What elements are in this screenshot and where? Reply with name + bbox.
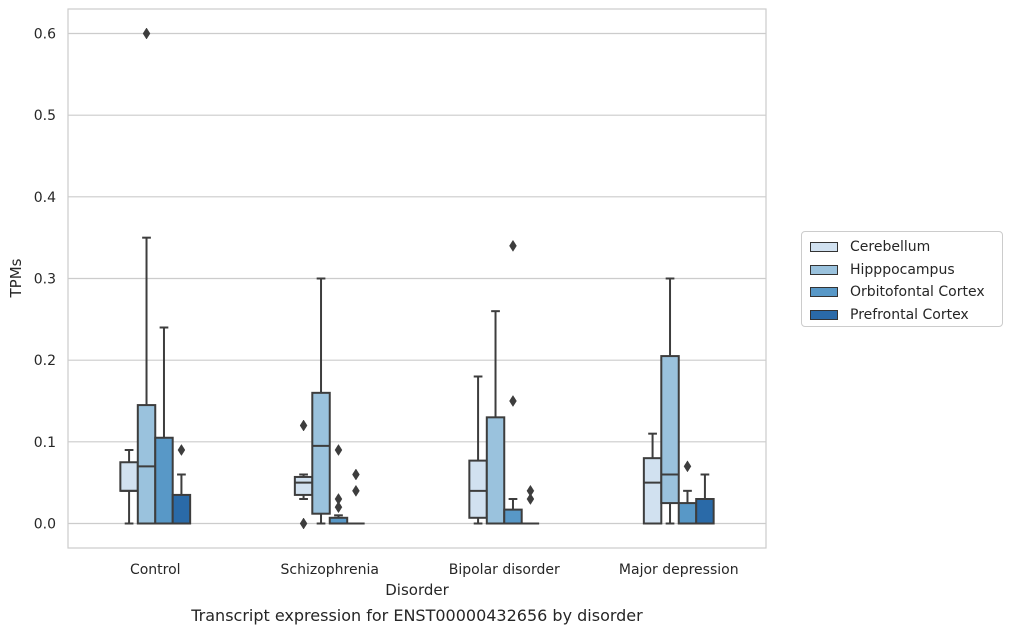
outlier-point (509, 239, 517, 252)
x-tick-label: Control (130, 562, 181, 578)
box-group (311, 277, 331, 525)
outlier-point (509, 395, 517, 407)
box-group (468, 375, 488, 525)
outlier-point (177, 444, 186, 456)
y-tick-label: 0.4 (34, 190, 56, 206)
legend-label: Prefrontal Cortex (850, 306, 969, 323)
box-group (485, 310, 506, 525)
y-tick-label: 0.1 (34, 435, 56, 451)
outlier-point (299, 517, 308, 530)
y-tick-label: 0.0 (34, 517, 56, 533)
iqr-box (171, 493, 192, 525)
box-group (154, 326, 174, 525)
iqr-box (293, 475, 314, 496)
outlier-point (334, 501, 343, 514)
x-axis-title: Disorder (385, 581, 449, 599)
plot-frame (67, 8, 767, 549)
y-tick-label: 0.6 (34, 27, 56, 43)
legend-swatch (810, 242, 838, 253)
legend-item: Cerebellum (810, 236, 1002, 259)
box-group (660, 277, 680, 525)
iqr-box (677, 502, 698, 525)
legend-swatch (810, 287, 838, 298)
y-axis-title: TPMs (7, 258, 25, 298)
outlier-point (142, 27, 151, 40)
iqr-box (119, 461, 139, 492)
box-group (642, 432, 663, 525)
box-group (503, 239, 523, 525)
legend: Cerebellum Hipppocampus Orbitofontal Cor… (801, 231, 1003, 327)
box-group (293, 419, 314, 530)
iqr-box (468, 459, 488, 519)
iqr-box (485, 416, 506, 525)
iqr-box (503, 508, 523, 525)
outlier-point (526, 493, 535, 505)
y-tick-label: 0.3 (34, 272, 56, 288)
boxes (119, 27, 715, 530)
outlier-point (683, 460, 692, 473)
x-tick-label: Major depression (619, 562, 739, 578)
legend-swatch (810, 264, 838, 275)
legend-label: Hipppocampus (850, 261, 955, 278)
legend-item: Orbitofontal Cortex (810, 281, 1002, 304)
box-group (695, 473, 715, 525)
outlier-point (334, 444, 343, 456)
x-tick-label: Bipolar disorder (449, 562, 560, 578)
iqr-box (695, 498, 715, 525)
box-group (136, 27, 157, 525)
chart-title: Transcript expression for ENST0000043265… (191, 606, 643, 625)
y-tick-label: 0.2 (34, 353, 56, 369)
y-tick-labels: 0.0 0.1 0.2 0.3 0.4 0.5 0.6 (34, 27, 56, 533)
box-group (171, 444, 192, 525)
gridlines (68, 32, 766, 525)
outlier-point (352, 468, 360, 481)
box-group (328, 444, 349, 525)
outlier-point (352, 484, 360, 497)
box-group (119, 449, 139, 525)
legend-label: Orbitofontal Cortex (850, 284, 985, 301)
iqr-box (642, 457, 663, 525)
box-group (677, 460, 698, 525)
x-tick-label: Schizophrenia (281, 562, 379, 578)
legend-label: Cerebellum (850, 239, 931, 256)
outlier-point (299, 419, 308, 432)
legend-item: Prefrontal Cortex (810, 304, 1002, 327)
iqr-box (660, 355, 680, 505)
y-tick-label: 0.5 (34, 108, 56, 124)
iqr-box (136, 404, 157, 525)
iqr-box (311, 391, 331, 515)
box-group (521, 484, 540, 525)
iqr-box (154, 436, 174, 525)
x-tick-labels: Control Schizophrenia Bipolar disorder Majo… (130, 562, 739, 578)
legend-item: Hipppocampus (810, 259, 1002, 282)
box-group (347, 468, 365, 525)
legend-swatch (810, 309, 838, 320)
